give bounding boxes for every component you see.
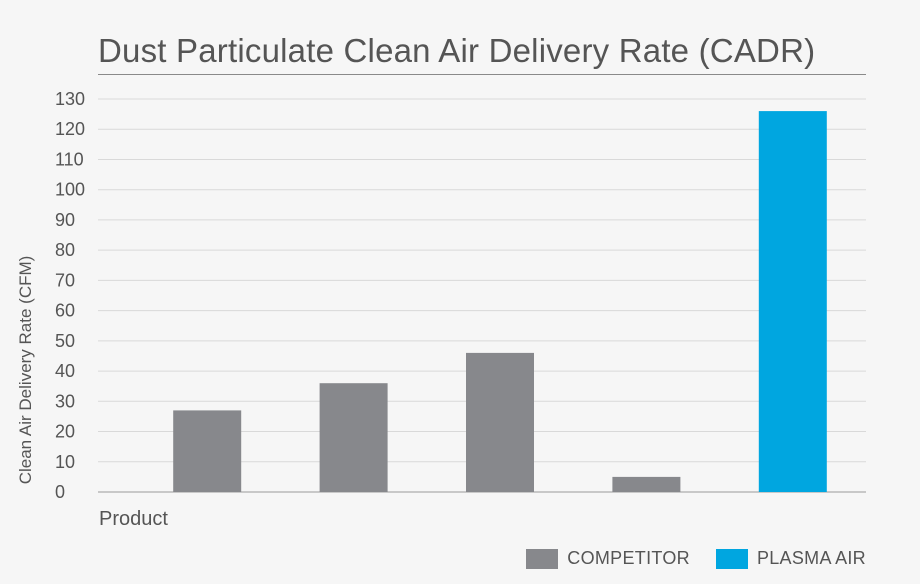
bar-5-plasma-air: [758, 111, 827, 492]
y-tick-label: 100: [55, 180, 85, 200]
legend-swatch-competitor: [526, 548, 559, 569]
legend-label-plasma-air: PLASMA AIR: [756, 548, 866, 568]
y-axis-ticks: 0 10 20 30 40 50 60 70 80 90 100 110 120 130: [55, 89, 85, 502]
y-tick-label: 120: [55, 119, 85, 139]
bar-1-competitor: [173, 410, 242, 492]
legend: COMPETITOR PLASMA AIR: [526, 548, 866, 569]
y-tick-label: 30: [55, 391, 75, 411]
legend-label-competitor: COMPETITOR: [567, 548, 690, 568]
bar-4-competitor: [612, 476, 681, 492]
y-tick-label: 40: [55, 361, 75, 381]
y-tick-label: 20: [55, 422, 75, 442]
y-tick-label: 80: [55, 240, 75, 260]
title-divider: [98, 74, 866, 75]
y-tick-label: 60: [55, 301, 75, 321]
bar-2-competitor: [319, 383, 388, 492]
legend-swatch-plasma-air: [715, 548, 748, 569]
x-axis-label: Product: [99, 508, 168, 530]
y-tick-label: 110: [55, 149, 84, 169]
bars: [173, 111, 827, 492]
legend-item-competitor: COMPETITOR: [526, 548, 690, 569]
bar-3-competitor: [466, 352, 534, 492]
y-tick-label: 50: [55, 331, 75, 351]
y-axis-label: Clean Air Delivery Rate (CFM): [16, 256, 35, 485]
y-tick-label: 0: [55, 482, 65, 502]
y-tick-label: 10: [55, 452, 75, 472]
legend-item-plasma-air: PLASMA AIR: [715, 548, 866, 569]
y-tick-label: 130: [55, 89, 85, 109]
y-tick-label: 70: [55, 270, 75, 290]
y-tick-label: 90: [55, 210, 75, 230]
chart-title: Dust Particulate Clean Air Delivery Rate…: [98, 32, 816, 69]
